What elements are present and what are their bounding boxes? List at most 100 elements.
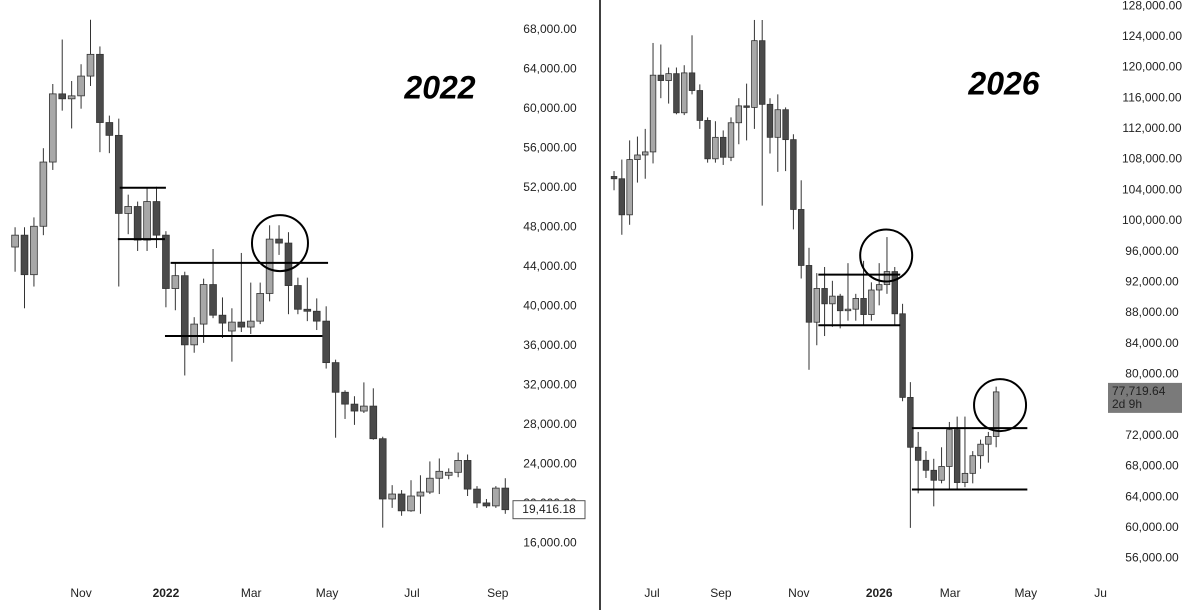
- candle-body: [907, 397, 914, 448]
- candle-body: [852, 298, 859, 310]
- candle-body: [946, 429, 953, 467]
- candle-body: [821, 288, 828, 305]
- candle-body: [501, 487, 510, 511]
- candle-body: [977, 443, 984, 457]
- y-tick-label: 68,000.00: [523, 22, 577, 36]
- candle-body: [444, 471, 453, 476]
- candle-body: [961, 472, 969, 483]
- candle-body: [199, 284, 208, 325]
- candle-body: [492, 487, 500, 507]
- candle-body: [39, 161, 48, 227]
- candle-body: [105, 122, 114, 136]
- candle-body: [312, 310, 321, 322]
- candle-body: [463, 460, 472, 490]
- candle-body: [360, 405, 368, 412]
- candle-body: [758, 40, 766, 105]
- candle-body: [712, 136, 719, 160]
- candle-body: [922, 459, 930, 471]
- highlight-circle: [250, 214, 309, 273]
- candle-body: [914, 446, 922, 461]
- y-tick-label: 68,000.00: [1125, 459, 1179, 473]
- x-tick-label: 2026: [866, 586, 893, 600]
- candle-body: [171, 275, 180, 289]
- candle-body: [634, 154, 641, 160]
- candle-body: [766, 103, 774, 138]
- candle-body: [246, 320, 255, 328]
- y-tick-label: 64,000.00: [523, 61, 577, 75]
- candle-body: [696, 90, 704, 121]
- y-tick-label: 64,000.00: [1125, 489, 1179, 503]
- candle-body: [883, 271, 891, 286]
- panel: 2026 56,000.00 60,000.00 64,000.00 68,000.00…: [610, 0, 1182, 600]
- candle-body: [114, 134, 123, 214]
- x-tick-label: May: [316, 586, 339, 600]
- candle-body: [836, 295, 844, 312]
- candle-body: [681, 72, 688, 114]
- y-tick-label: 56,000.00: [1125, 551, 1179, 565]
- candle-body: [735, 105, 743, 124]
- candle-body: [67, 95, 76, 100]
- x-tick-label: Jul: [644, 586, 659, 600]
- y-tick-label: 36,000.00: [523, 338, 577, 352]
- candle-body: [209, 284, 217, 316]
- candle-body: [899, 313, 906, 398]
- candle-body: [388, 493, 396, 500]
- x-tick-label: Sep: [487, 586, 509, 600]
- x-tick-label: Nov: [788, 586, 809, 600]
- candle-body: [727, 122, 735, 158]
- y-tick-label: 100,000.00: [1122, 213, 1182, 227]
- last-price-box: [1108, 382, 1182, 413]
- candle-body: [868, 289, 875, 315]
- last-price-countdown: 2d 9h: [1112, 397, 1142, 411]
- candle-body: [969, 455, 976, 474]
- candle-body: [11, 234, 19, 248]
- y-tick-label: 56,000.00: [523, 140, 577, 154]
- candle-body: [180, 275, 189, 346]
- candle-body: [218, 314, 227, 324]
- candle-body: [985, 436, 992, 445]
- x-tick-label: Jul: [404, 586, 419, 600]
- candle-body: [482, 502, 491, 507]
- candle-body: [618, 178, 626, 216]
- candle-body: [378, 438, 387, 500]
- candle-body: [435, 470, 444, 479]
- x-tick-label: Mar: [241, 586, 262, 600]
- y-tick-label: 88,000.00: [1125, 305, 1179, 319]
- candle-body: [96, 53, 104, 123]
- x-tick-label: Ju: [1094, 586, 1107, 600]
- last-price-label: 19,416.18: [522, 502, 576, 516]
- highlight-circle: [859, 228, 914, 283]
- candle-body: [473, 488, 481, 504]
- candle-body: [891, 271, 898, 315]
- y-tick-label: 16,000.00: [523, 536, 577, 550]
- candle-body: [797, 209, 805, 266]
- candle-body: [649, 74, 657, 153]
- candle-body: [237, 321, 246, 328]
- candle-body: [829, 295, 836, 305]
- candle-body: [284, 242, 293, 286]
- y-tick-label: 108,000.00: [1122, 152, 1182, 166]
- y-tick-label: 112,000.00: [1122, 121, 1181, 135]
- candle-body: [407, 495, 415, 512]
- highlight-circle: [973, 378, 1028, 433]
- last-price-box: [512, 500, 586, 520]
- candle-body: [331, 362, 340, 393]
- candle-body: [275, 238, 283, 244]
- y-tick-label: 24,000.00: [523, 457, 577, 471]
- candle-body: [704, 120, 711, 160]
- candle-body: [805, 265, 813, 323]
- y-tick-label: 96,000.00: [1125, 244, 1179, 258]
- candle-body: [416, 491, 425, 497]
- candle-body: [610, 176, 618, 180]
- candle-body: [256, 293, 264, 322]
- y-tick-label: 44,000.00: [523, 259, 577, 273]
- candle-body: [844, 308, 852, 312]
- candle-body: [77, 75, 85, 97]
- candle-body: [124, 206, 133, 214]
- candle-body: [133, 206, 142, 241]
- candle-body: [86, 53, 95, 77]
- x-tick-label: 2022: [153, 586, 180, 600]
- candle-body: [673, 73, 680, 114]
- y-tick-label: 92,000.00: [1125, 274, 1179, 288]
